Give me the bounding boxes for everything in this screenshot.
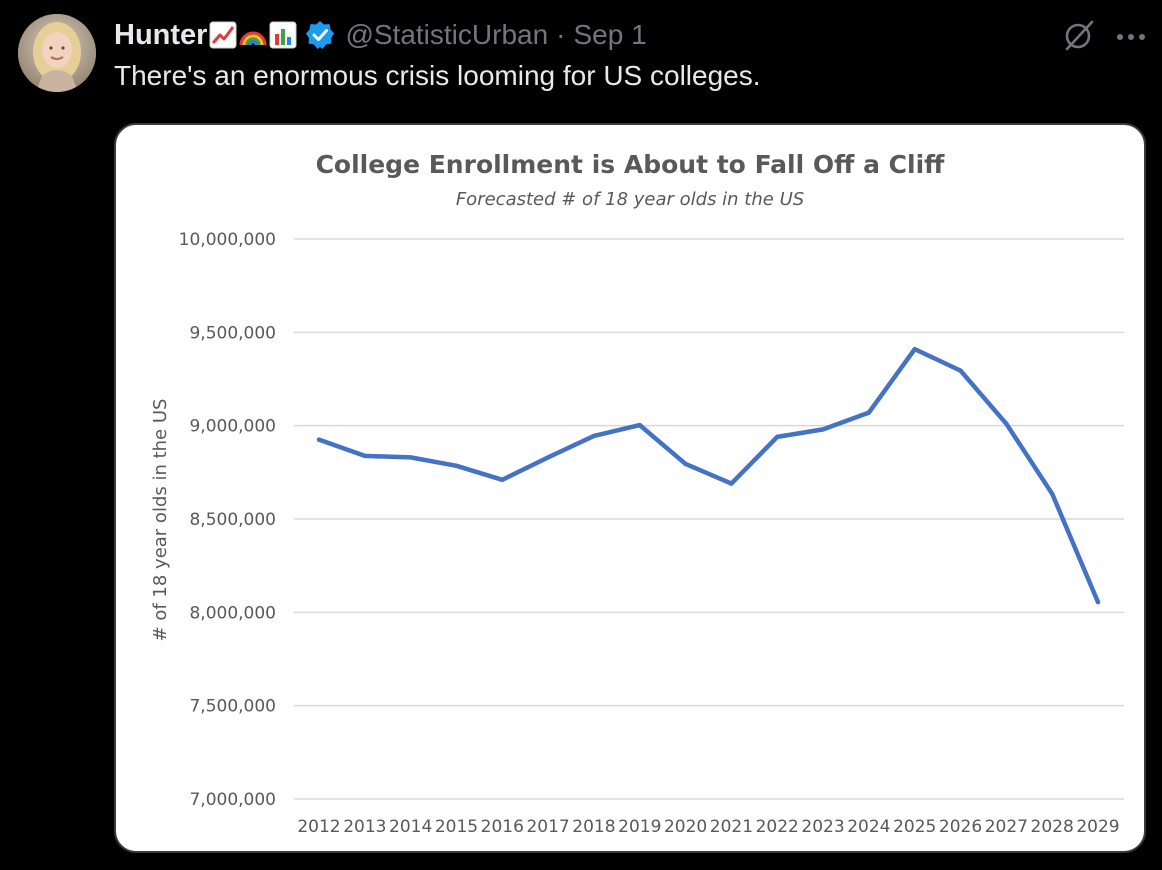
author-handle[interactable]: @StatisticUrban: [345, 19, 549, 50]
grok-icon[interactable]: [1062, 18, 1096, 57]
tweet-text: There's an enormous crisis looming for U…: [114, 60, 761, 91]
more-options-icon[interactable]: [1116, 29, 1146, 47]
data-point: [500, 477, 505, 482]
x-tick-label: 2013: [343, 817, 386, 837]
tweet-actions: [1062, 18, 1146, 57]
chart-increasing-emoji: [209, 21, 237, 49]
x-tick-label: 2022: [756, 817, 799, 837]
separator-dot: ·: [556, 19, 566, 50]
data-point: [820, 427, 826, 432]
chart-series: [316, 346, 1101, 605]
verified-badge-icon[interactable]: [305, 20, 335, 50]
y-tick-label: 7,000,000: [189, 790, 276, 810]
x-tick-label: 2012: [297, 817, 340, 837]
x-axis-ticks: 2012 2013 2014 2015 2016 2017 2018 2019 2020 2021…: [297, 817, 1119, 837]
data-point: [545, 455, 551, 460]
data-point: [866, 410, 872, 415]
x-tick-label: 2024: [847, 817, 890, 837]
chart-gridlines: [294, 238, 1124, 800]
data-point: [591, 433, 597, 439]
data-point: [408, 455, 413, 460]
x-tick-label: 2014: [389, 817, 432, 837]
data-point: [1004, 421, 1009, 426]
data-point: [775, 434, 780, 440]
x-tick-label: 2020: [664, 817, 707, 837]
data-point: [1095, 599, 1101, 605]
x-tick-label: 2026: [939, 817, 982, 837]
x-tick-label: 2021: [710, 817, 753, 837]
y-tick-label: 9,000,000: [189, 417, 276, 437]
x-tick-label: 2028: [1031, 817, 1074, 837]
line-chart: College Enrollment is About to Fall Off …: [150, 150, 1124, 837]
data-point: [912, 346, 917, 352]
data-point: [454, 463, 459, 468]
y-tick-label: 8,000,000: [189, 603, 276, 623]
series-line: [316, 346, 1101, 605]
x-tick-label: 2019: [618, 817, 661, 837]
x-tick-label: 2016: [481, 817, 524, 837]
y-tick-label: 9,500,000: [189, 323, 276, 343]
data-point: [683, 461, 688, 467]
y-axis-label: # of 18 year olds in the US: [150, 399, 171, 642]
data-point: [729, 481, 734, 486]
x-tick-label: 2017: [526, 817, 569, 837]
avatar[interactable]: [18, 14, 96, 92]
data-point: [637, 422, 642, 428]
x-tick-label: 2018: [572, 817, 615, 837]
y-tick-label: 10,000,000: [179, 230, 276, 250]
data-point: [362, 453, 368, 459]
avatar-photo: [18, 14, 96, 92]
author-name[interactable]: Hunter: [114, 18, 208, 51]
x-tick-label: 2027: [985, 817, 1028, 837]
tweet-header: Hunter: [114, 16, 647, 54]
tweet-date[interactable]: Sep 1: [573, 19, 647, 50]
y-tick-label: 8,500,000: [189, 510, 276, 530]
x-tick-label: 2023: [801, 817, 844, 837]
data-point: [958, 368, 963, 373]
data-point: [1049, 491, 1055, 496]
chart-card[interactable]: College Enrollment is About to Fall Off …: [114, 123, 1146, 853]
y-axis-ticks: 7,000,000 7,500,000 8,000,000 8,500,000 9,00…: [179, 230, 276, 810]
x-tick-label: 2025: [893, 817, 936, 837]
data-point: [316, 437, 322, 442]
rainbow-emoji: [239, 21, 267, 49]
y-tick-label: 7,500,000: [189, 697, 276, 717]
chart-subtitle: Forecasted # of 18 year olds in the US: [456, 189, 804, 210]
x-tick-label: 2015: [435, 817, 478, 837]
x-tick-label: 2029: [1076, 817, 1119, 837]
bar-chart-emoji: [269, 21, 297, 49]
chart-title: College Enrollment is About to Fall Off …: [316, 150, 946, 179]
